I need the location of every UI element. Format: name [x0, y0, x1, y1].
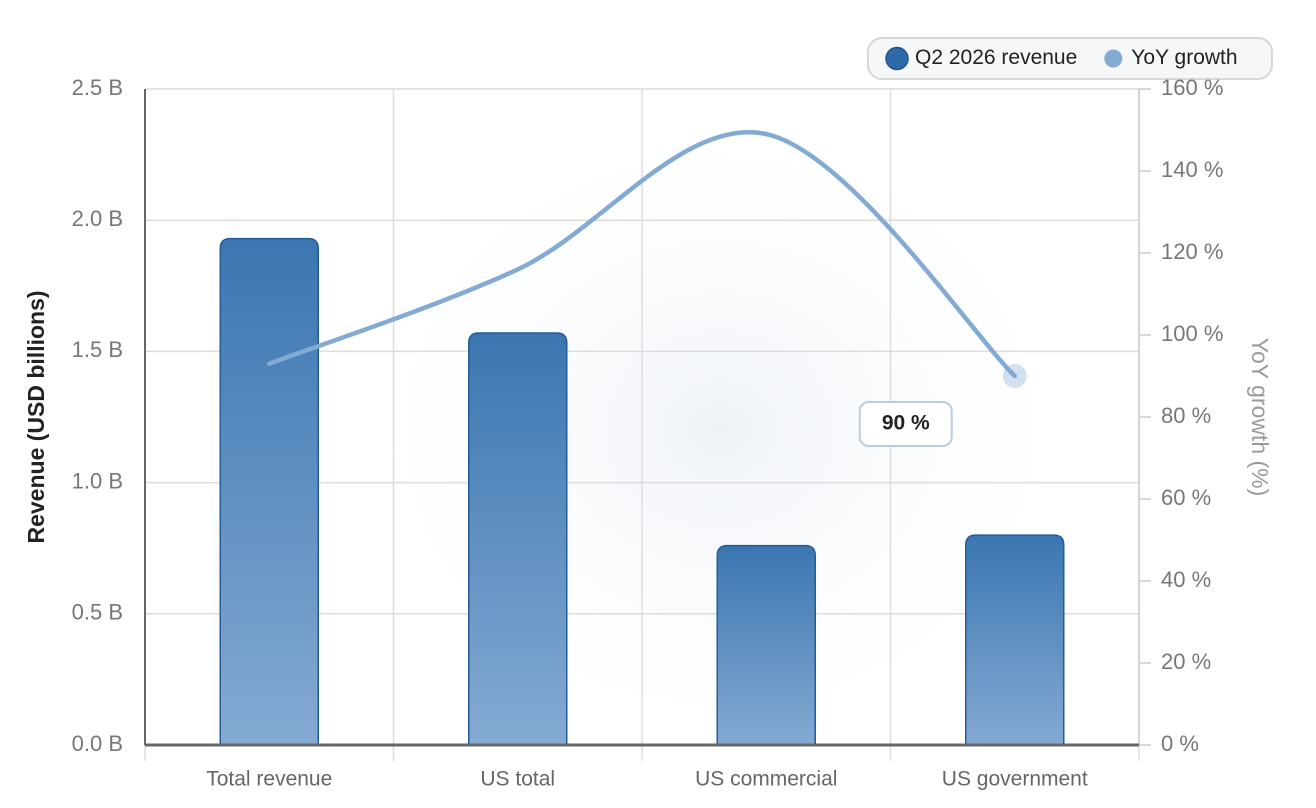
y2-tick-label: 60 % — [1161, 485, 1211, 510]
y2-tick-label: 140 % — [1161, 157, 1223, 182]
legend-swatch — [1104, 49, 1123, 68]
x-tick-label: US commercial — [695, 768, 837, 791]
bar — [468, 332, 568, 746]
y2-tick-label: 0 % — [1161, 731, 1199, 756]
y2-tick-label: 80 % — [1161, 403, 1211, 428]
y2-tick-label: 40 % — [1161, 567, 1211, 592]
y2-axis-title: YoY growth (%) — [1247, 338, 1273, 497]
x-tick-label: Total revenue — [206, 768, 332, 791]
legend-swatch — [885, 46, 909, 71]
bar — [965, 534, 1065, 746]
y-axis-title: Revenue (USD billions) — [23, 290, 49, 543]
x-tick-label: US government — [942, 768, 1088, 791]
x-tick-label: US total — [480, 768, 555, 791]
bar — [219, 237, 319, 746]
legend-box — [867, 37, 1273, 80]
y2-tick-label: 20 % — [1161, 649, 1211, 674]
y-tick-label: 2.5 B — [72, 75, 123, 100]
y-tick-label: 0.0 B — [72, 731, 123, 756]
y-tick-label: 1.0 B — [72, 468, 123, 493]
y-tick-label: 0.5 B — [72, 600, 123, 625]
point-highlight — [1002, 364, 1027, 388]
legend-label: YoY growth — [1131, 46, 1237, 69]
y-tick-label: 2.0 B — [72, 206, 123, 231]
bar — [716, 544, 816, 746]
growth-line — [267, 130, 1017, 379]
y2-tick-label: 100 % — [1161, 321, 1223, 346]
y2-tick-label: 120 % — [1161, 239, 1223, 264]
legend: Q2 2026 revenue YoY growth — [867, 37, 1273, 80]
y-tick-label: 1.5 B — [72, 337, 123, 362]
data-label-box — [858, 401, 953, 447]
y2-tick-label: 160 % — [1161, 75, 1223, 100]
legend-label: Q2 2026 revenue — [915, 46, 1077, 69]
data-label: 90 % — [882, 412, 930, 435]
